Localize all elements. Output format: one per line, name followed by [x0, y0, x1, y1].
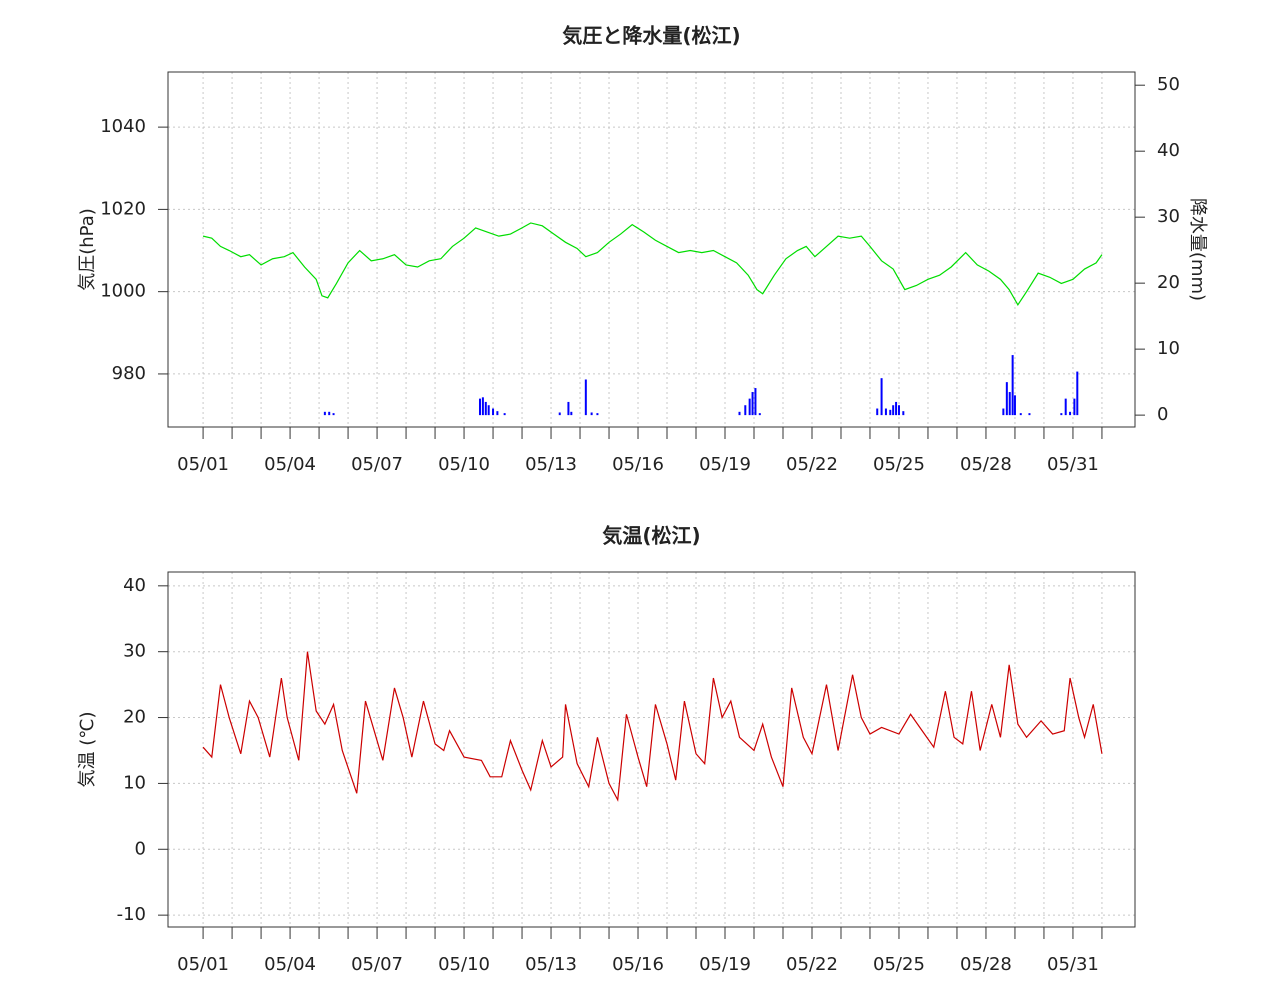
bar: [496, 411, 499, 416]
plot-frame: [167, 71, 1136, 428]
y2-axis-label: 降水量(mm): [1187, 198, 1208, 301]
bar: [323, 411, 326, 416]
chart-title: 気圧と降水量(松江): [562, 24, 740, 48]
y2-tick-label: 50: [1157, 74, 1180, 95]
bar: [1069, 411, 1072, 416]
bar: [880, 378, 883, 416]
bar: [1060, 413, 1063, 416]
bar: [1028, 413, 1031, 416]
bar: [590, 412, 593, 416]
plot-frame: [167, 571, 1136, 928]
y2-tick-label: 0: [1157, 404, 1168, 425]
bar: [596, 413, 599, 416]
bar: [332, 413, 335, 416]
bar: [570, 411, 573, 416]
y-tick-label: 30: [123, 641, 146, 662]
x-tick-label: 05/19: [699, 954, 751, 975]
y2-tick-label: 20: [1157, 272, 1180, 293]
bar: [492, 408, 495, 416]
bar: [1011, 355, 1014, 416]
x-tick-label: 05/16: [612, 454, 664, 475]
x-tick-label: 05/31: [1047, 454, 1099, 475]
x-tick-label: 05/25: [873, 454, 925, 475]
bar: [1013, 395, 1016, 416]
x-tick-label: 05/16: [612, 954, 664, 975]
x-tick-label: 05/31: [1047, 954, 1099, 975]
x-tick-label: 05/07: [351, 954, 403, 975]
y-tick-label: 0: [135, 838, 146, 859]
bar: [876, 408, 879, 416]
bar: [478, 398, 481, 416]
x-tick-label: 05/28: [960, 954, 1012, 975]
y-tick-label: 40: [123, 575, 146, 596]
x-tick-label: 05/01: [177, 454, 229, 475]
data-line: [202, 651, 1103, 802]
x-tick-label: 05/22: [786, 954, 838, 975]
bar: [897, 405, 900, 416]
x-tick-label: 05/07: [351, 454, 403, 475]
bar: [738, 411, 741, 416]
bar: [1076, 371, 1079, 416]
y-tick-label: -10: [117, 904, 146, 925]
x-tick-label: 05/01: [177, 954, 229, 975]
bar: [895, 401, 898, 416]
bar: [558, 412, 561, 416]
bar: [328, 411, 331, 416]
bar: [748, 398, 751, 416]
x-tick-label: 05/04: [264, 954, 316, 975]
y2-tick-label: 10: [1157, 338, 1180, 359]
bar: [484, 401, 487, 416]
y-axis-label: 気温 (℃): [77, 712, 98, 788]
bar: [567, 401, 570, 416]
chart-title: 気温(松江): [602, 524, 700, 548]
x-tick-label: 05/10: [438, 954, 490, 975]
y2-tick-label: 40: [1157, 140, 1180, 161]
bar: [884, 408, 887, 416]
bar: [481, 397, 484, 416]
bar: [744, 405, 747, 416]
bar: [902, 411, 905, 416]
y2-tick-label: 30: [1157, 206, 1180, 227]
bar: [754, 388, 757, 416]
bar: [758, 413, 761, 416]
data-line: [202, 222, 1103, 306]
y-tick-label: 1000: [100, 281, 146, 302]
x-tick-label: 05/28: [960, 454, 1012, 475]
bar: [1008, 392, 1011, 416]
bar: [487, 405, 490, 416]
bar: [584, 379, 587, 416]
y-axis-label: 気圧(hPa): [77, 208, 98, 291]
y-tick-label: 20: [123, 707, 146, 728]
x-tick-label: 05/10: [438, 454, 490, 475]
y-tick-label: 980: [112, 363, 146, 384]
bar: [1002, 408, 1005, 416]
x-tick-label: 05/13: [525, 454, 577, 475]
bar: [1019, 413, 1022, 416]
y-tick-label: 10: [123, 772, 146, 793]
bar: [892, 405, 895, 416]
bar: [751, 392, 754, 416]
y-tick-label: 1020: [100, 198, 146, 219]
x-tick-label: 05/04: [264, 454, 316, 475]
bar: [503, 413, 506, 416]
bar: [1073, 398, 1076, 416]
bar: [1064, 398, 1067, 416]
bar: [1005, 382, 1008, 416]
y-tick-label: 1040: [100, 116, 146, 137]
bar: [889, 409, 892, 416]
x-tick-label: 05/25: [873, 954, 925, 975]
x-tick-label: 05/22: [786, 454, 838, 475]
x-tick-label: 05/13: [525, 954, 577, 975]
x-tick-label: 05/19: [699, 454, 751, 475]
